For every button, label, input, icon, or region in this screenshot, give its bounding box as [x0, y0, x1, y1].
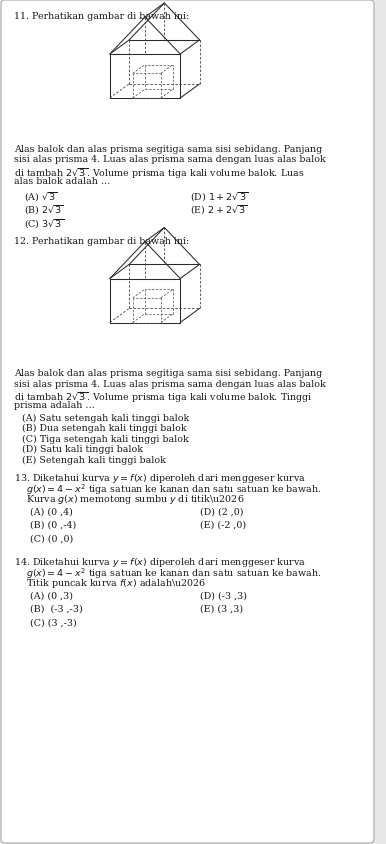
Text: (A) $\sqrt{3}$: (A) $\sqrt{3}$	[24, 190, 58, 203]
Text: (C) $3\sqrt{3}$: (C) $3\sqrt{3}$	[24, 217, 64, 230]
Text: (D) (2 ,0): (D) (2 ,0)	[200, 507, 244, 516]
Text: (D) Satu kali tinggi balok: (D) Satu kali tinggi balok	[22, 445, 143, 453]
Text: (C) (3 ,-3): (C) (3 ,-3)	[30, 618, 77, 627]
Text: prisma adalah …: prisma adalah …	[14, 401, 95, 409]
Text: (E) $2+2\sqrt{3}$: (E) $2+2\sqrt{3}$	[190, 203, 247, 217]
Text: di tambah $2\sqrt{3}$. Volume prisma tiga kali volume balok. Luas: di tambah $2\sqrt{3}$. Volume prisma tig…	[14, 165, 305, 181]
Text: (E) Setengah kali tinggi balok: (E) Setengah kali tinggi balok	[22, 455, 166, 464]
Text: 14. Diketahui kurva $y=f(x)$ diperoleh dari menggeser kurva: 14. Diketahui kurva $y=f(x)$ diperoleh d…	[14, 555, 306, 568]
Text: sisi alas prisma 4. Luas alas prisma sama dengan luas alas balok: sisi alas prisma 4. Luas alas prisma sam…	[14, 155, 326, 165]
Text: (B) Dua setengah kali tinggi balok: (B) Dua setengah kali tinggi balok	[22, 424, 186, 433]
Text: (B) $2\sqrt{3}$: (B) $2\sqrt{3}$	[24, 203, 64, 217]
Text: (A) (0 ,3): (A) (0 ,3)	[30, 591, 73, 600]
FancyBboxPatch shape	[1, 1, 374, 843]
Text: 13. Diketahui kurva $y=f(x)$ diperoleh dari menggeser kurva: 13. Diketahui kurva $y=f(x)$ diperoleh d…	[14, 472, 306, 484]
Text: (C) (0 ,0): (C) (0 ,0)	[30, 534, 73, 543]
Text: di tambah $2\sqrt{3}$. Volume prisma tiga kali volume balok. Tinggi: di tambah $2\sqrt{3}$. Volume prisma tig…	[14, 390, 313, 404]
Text: (E) (-2 ,0): (E) (-2 ,0)	[200, 521, 246, 529]
Text: alas balok adalah …: alas balok adalah …	[14, 176, 110, 186]
Text: Titik puncak kurva $f(x)$ adalah\u2026: Titik puncak kurva $f(x)$ adalah\u2026	[14, 576, 206, 589]
Text: (B)  (-3 ,-3): (B) (-3 ,-3)	[30, 604, 83, 614]
Text: (D) (-3 ,3): (D) (-3 ,3)	[200, 591, 247, 600]
Text: Alas balok dan alas prisma segitiga sama sisi sebidang. Panjang: Alas balok dan alas prisma segitiga sama…	[14, 145, 322, 154]
Text: (E) (3 ,3): (E) (3 ,3)	[200, 604, 243, 614]
Text: (A) Satu setengah kali tinggi balok: (A) Satu setengah kali tinggi balok	[22, 413, 189, 422]
Text: (D) $1+2\sqrt{3}$: (D) $1+2\sqrt{3}$	[190, 190, 248, 203]
Text: sisi alas prisma 4. Luas alas prisma sama dengan luas alas balok: sisi alas prisma 4. Luas alas prisma sam…	[14, 380, 326, 388]
Text: $g(x)=4-x^2$ tiga satuan ke kanan dan satu satuan ke bawah.: $g(x)=4-x^2$ tiga satuan ke kanan dan sa…	[14, 565, 322, 581]
Text: (A) (0 ,4): (A) (0 ,4)	[30, 507, 73, 516]
Text: $g(x)=4-x^2$ tiga satuan ke kanan dan satu satuan ke bawah.: $g(x)=4-x^2$ tiga satuan ke kanan dan sa…	[14, 482, 322, 496]
Text: (C) Tiga setengah kali tinggi balok: (C) Tiga setengah kali tinggi balok	[22, 434, 189, 443]
Text: 11. Perhatikan gambar di bawah ini:: 11. Perhatikan gambar di bawah ini:	[14, 12, 189, 21]
Text: (B) (0 ,-4): (B) (0 ,-4)	[30, 521, 76, 529]
Text: 12. Perhatikan gambar di bawah ini:: 12. Perhatikan gambar di bawah ini:	[14, 236, 189, 246]
Text: Alas balok dan alas prisma segitiga sama sisi sebidang. Panjang: Alas balok dan alas prisma segitiga sama…	[14, 369, 322, 378]
Text: Kurva $g(x)$ memotong sumbu $y$ di titik\u2026: Kurva $g(x)$ memotong sumbu $y$ di titik…	[14, 492, 244, 506]
